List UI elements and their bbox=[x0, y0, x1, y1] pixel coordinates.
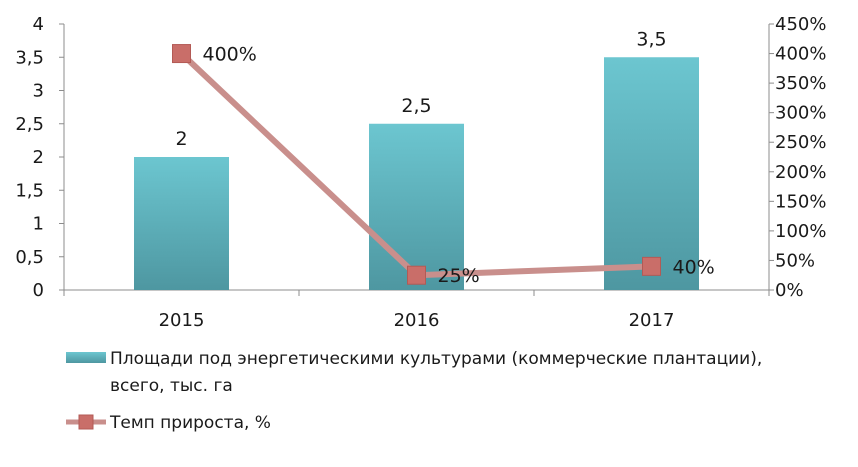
bar bbox=[134, 157, 229, 290]
legend-bar-label-line2: всего, тыс. га bbox=[110, 376, 233, 396]
right-axis-ticks: 0% 50% 100% 150% 200% 250% 300% 350% 400% 450% bbox=[775, 14, 826, 301]
line-point-marker bbox=[642, 256, 661, 276]
legend-line-label: Темп прироста, % bbox=[109, 413, 271, 433]
legend: Площади под энергетическими культурами (… bbox=[66, 349, 762, 433]
line-point-marker bbox=[172, 44, 191, 64]
left-tick-label: 0,5 bbox=[15, 247, 44, 268]
left-axis-ticks: 0 0,5 1 1,5 2 2,5 3 3,5 4 bbox=[15, 14, 44, 301]
line-series bbox=[172, 44, 661, 285]
legend-line-marker bbox=[78, 414, 94, 430]
bar-data-label: 3,5 bbox=[636, 28, 666, 50]
left-tick-label: 1 bbox=[33, 214, 44, 235]
right-tick-label: 100% bbox=[775, 221, 826, 242]
left-tick-label: 4 bbox=[33, 14, 44, 35]
right-tick-label: 350% bbox=[775, 73, 826, 94]
left-tick-label: 3,5 bbox=[15, 47, 44, 68]
bar-data-labels: 2 2,5 3,5 bbox=[175, 28, 666, 150]
left-tick-label: 1,5 bbox=[15, 180, 44, 201]
bar bbox=[604, 57, 699, 290]
category-labels: 2015 2016 2017 bbox=[159, 310, 675, 331]
right-tick-label: 50% bbox=[775, 250, 815, 271]
bar-data-label: 2,5 bbox=[401, 95, 431, 117]
line-data-labels: 400% 25% 40% bbox=[203, 44, 715, 288]
legend-bar-label-line1: Площади под энергетическими культурами (… bbox=[110, 349, 762, 369]
left-tick-label: 0 bbox=[33, 280, 44, 301]
line-data-label: 40% bbox=[673, 256, 715, 278]
legend-bar-swatch bbox=[66, 352, 106, 363]
right-tick-label: 450% bbox=[775, 14, 826, 35]
line-point-marker bbox=[407, 265, 426, 285]
category-label: 2017 bbox=[629, 310, 675, 331]
right-tick-label: 200% bbox=[775, 162, 826, 183]
bar-data-label: 2 bbox=[175, 128, 187, 150]
left-tick-label: 2 bbox=[33, 147, 44, 168]
right-tick-label: 300% bbox=[775, 103, 826, 124]
right-tick-label: 400% bbox=[775, 44, 826, 65]
line-data-label: 400% bbox=[203, 44, 257, 66]
bar-series bbox=[134, 57, 699, 290]
category-label: 2015 bbox=[159, 310, 205, 331]
right-tick-label: 150% bbox=[775, 191, 826, 212]
left-tick-label: 2,5 bbox=[15, 114, 44, 135]
category-label: 2016 bbox=[394, 310, 440, 331]
bar bbox=[369, 123, 464, 290]
right-tick-label: 0% bbox=[775, 280, 804, 301]
right-tick-label: 250% bbox=[775, 132, 826, 153]
left-tick-label: 3 bbox=[33, 81, 44, 102]
line-data-label: 25% bbox=[438, 265, 480, 287]
